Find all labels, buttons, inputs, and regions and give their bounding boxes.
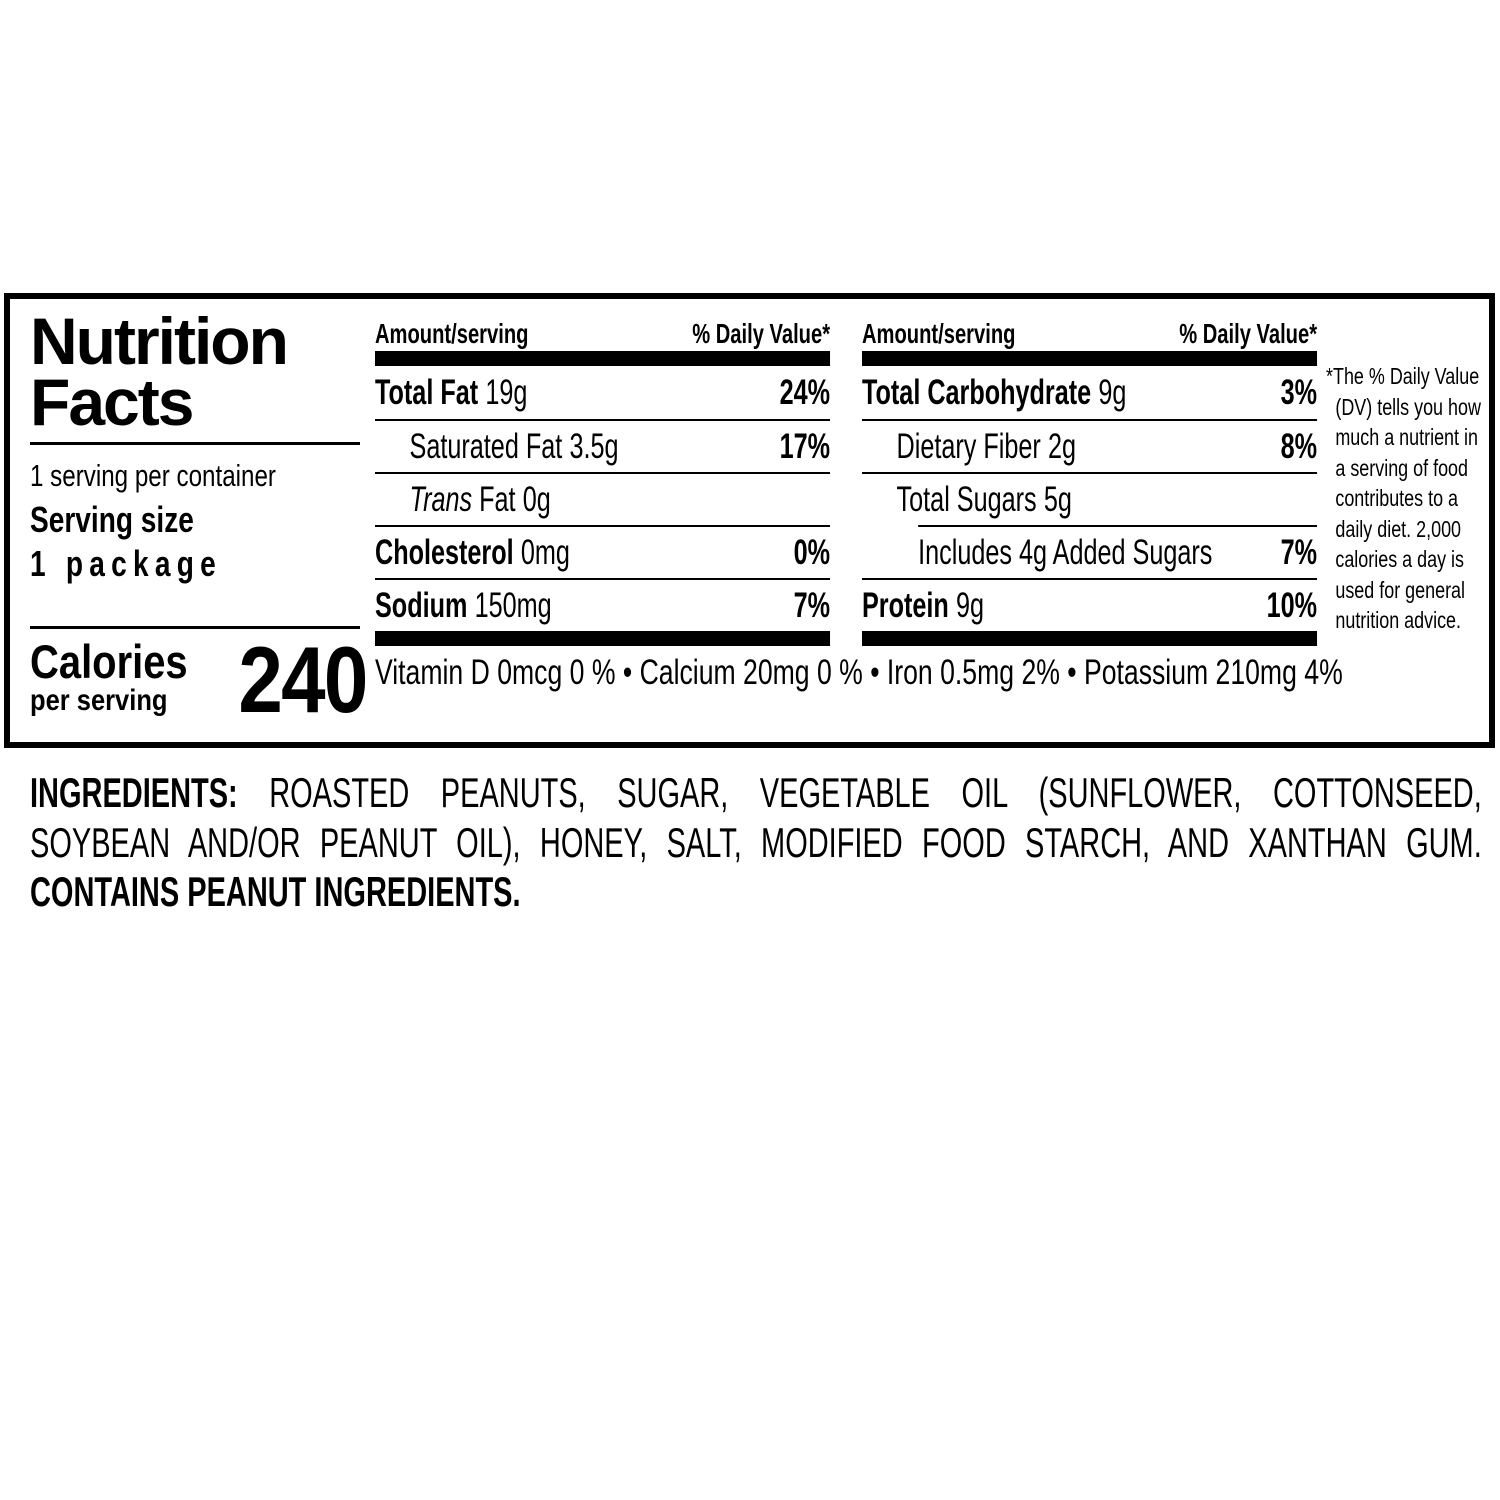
nutrient-amount: 5g	[1043, 479, 1072, 519]
nutrient-amount: 9g	[1098, 372, 1127, 412]
title-divider-rule	[30, 442, 360, 445]
daily-value-header: % Daily Value*	[1179, 318, 1318, 349]
nutrient-amount: 19g	[485, 372, 528, 412]
nutrient-row-cholesterol: Cholesterol 0mg 0%	[375, 525, 831, 578]
calories-block: Calories per serving 240	[30, 627, 368, 732]
nutrient-dv: 8%	[1280, 426, 1318, 466]
vitamins-minerals-line: Vitamin D 0mcg 0 % • Calcium 20mg 0 % • …	[375, 653, 1343, 692]
ingredients-label: INGREDIENTS:	[30, 769, 238, 816]
nutrient-column-right: Amount/serving % Daily Value* Total Carb…	[862, 319, 1318, 646]
nutrient-dv: 0%	[793, 532, 831, 572]
nutrient-dv: 7%	[793, 585, 831, 625]
allergen-statement: CONTAINS PEANUT INGREDIENTS.	[30, 868, 521, 915]
nutrient-amount: 9g	[956, 585, 985, 625]
servings-per-container: 1 serving per container	[30, 458, 276, 493]
panel-title-line1: Nutrition	[30, 304, 289, 378]
panel-left-column: Nutrition Facts 1 serving per container …	[30, 304, 368, 732]
nutrient-dv: 17%	[779, 426, 831, 466]
amount-serving-header: Amount/serving	[862, 318, 1016, 349]
calories-labels: Calories per serving	[30, 635, 188, 717]
nutrient-name: Saturated Fat	[409, 426, 563, 466]
nutrient-name: Dietary Fiber	[896, 426, 1041, 466]
nutrient-name: Total Sugars	[896, 479, 1037, 519]
nutrient-row-total-fat: Total Fat 19g 24%	[375, 366, 830, 419]
nutrient-name: Cholesterol	[375, 532, 514, 572]
nutrient-row-dietary-fiber: Dietary Fiber 2g 8%	[862, 419, 1318, 472]
column-header: Amount/serving % Daily Value*	[862, 319, 1317, 349]
daily-value-footnote: *The % Daily Value (DV) tells you how mu…	[1326, 363, 1481, 633]
serving-size-value: 1 package	[30, 543, 222, 584]
nutrient-name: Total Fat	[375, 372, 479, 412]
daily-value-header: % Daily Value*	[692, 318, 831, 349]
calories-label: Calories	[30, 635, 188, 688]
nutrient-amount: 0mg	[520, 532, 570, 572]
thick-bar	[375, 631, 831, 646]
nutrient-row-protein: Protein 9g 10%	[862, 578, 1318, 631]
ingredients-line1-rest: ROASTED PEANUTS, SUGAR, VEGETABLE OIL (S…	[269, 769, 1482, 816]
nutrient-row-saturated-fat: Saturated Fat 3.5g 17%	[375, 419, 831, 472]
ingredients-section: INGREDIENTS: ROASTED PEANUTS, SUGAR, VEG…	[30, 768, 1482, 917]
nutrient-column-left: Amount/serving % Daily Value* Total Fat 1…	[375, 319, 831, 646]
nutrient-amount: 2g	[1047, 426, 1077, 466]
nutrient-row-trans-fat: Trans Fat 0g	[375, 472, 831, 525]
calories-sublabel: per serving	[30, 684, 168, 717]
ingredients-line1: INGREDIENTS: ROASTED PEANUTS, SUGAR, VEG…	[30, 768, 1482, 818]
nutrient-dv: 3%	[1280, 372, 1318, 412]
panel-title: Nutrition Facts	[30, 304, 368, 439]
nutrient-row-total-carbohydrate: Total Carbohydrate 9g 3%	[862, 366, 1317, 419]
nutrient-name: Protein	[862, 585, 949, 625]
nutrient-name: Sodium	[375, 585, 468, 625]
ingredients-line2: SOYBEAN AND/OR PEANUT OIL), HONEY, SALT,…	[30, 818, 1482, 866]
nutrient-name: Includes 4g Added Sugars	[918, 532, 1213, 572]
nutrient-row-sodium: Sodium 150mg 7%	[375, 578, 831, 631]
nutrition-facts-panel: Nutrition Facts 1 serving per container …	[4, 293, 1495, 748]
nutrient-dv: 7%	[1280, 532, 1318, 572]
ingredients-text: INGREDIENTS: ROASTED PEANUTS, SUGAR, VEG…	[30, 768, 1482, 917]
nutrient-row-total-sugars: Total Sugars 5g	[862, 472, 1318, 525]
nutrient-dv: 10%	[1266, 585, 1318, 625]
thick-bar	[862, 631, 1318, 646]
calories-value: 240	[238, 627, 368, 732]
panel-title-line2: Facts	[30, 365, 194, 439]
nutrient-row-added-sugars: Includes 4g Added Sugars 7%	[918, 525, 1318, 578]
nutrient-amount: 150mg	[474, 585, 552, 625]
nutrient-name: Fat	[472, 479, 516, 519]
calories-divider-rule	[30, 626, 360, 629]
nutrient-amount: 0g	[522, 479, 551, 519]
thick-bar	[375, 351, 831, 366]
serving-info-block: 1 serving per container Serving size 1 p…	[30, 455, 367, 585]
nutrient-amount: 3.5g	[569, 426, 619, 466]
serving-size-label: Serving size	[30, 499, 194, 540]
nutrient-dv: 24%	[779, 372, 831, 412]
nutrient-name: Total Carbohydrate	[862, 372, 1092, 412]
thick-bar	[862, 351, 1318, 366]
nutrient-name-italic: Trans	[409, 479, 473, 519]
amount-serving-header: Amount/serving	[375, 318, 529, 349]
column-header: Amount/serving % Daily Value*	[375, 319, 830, 349]
